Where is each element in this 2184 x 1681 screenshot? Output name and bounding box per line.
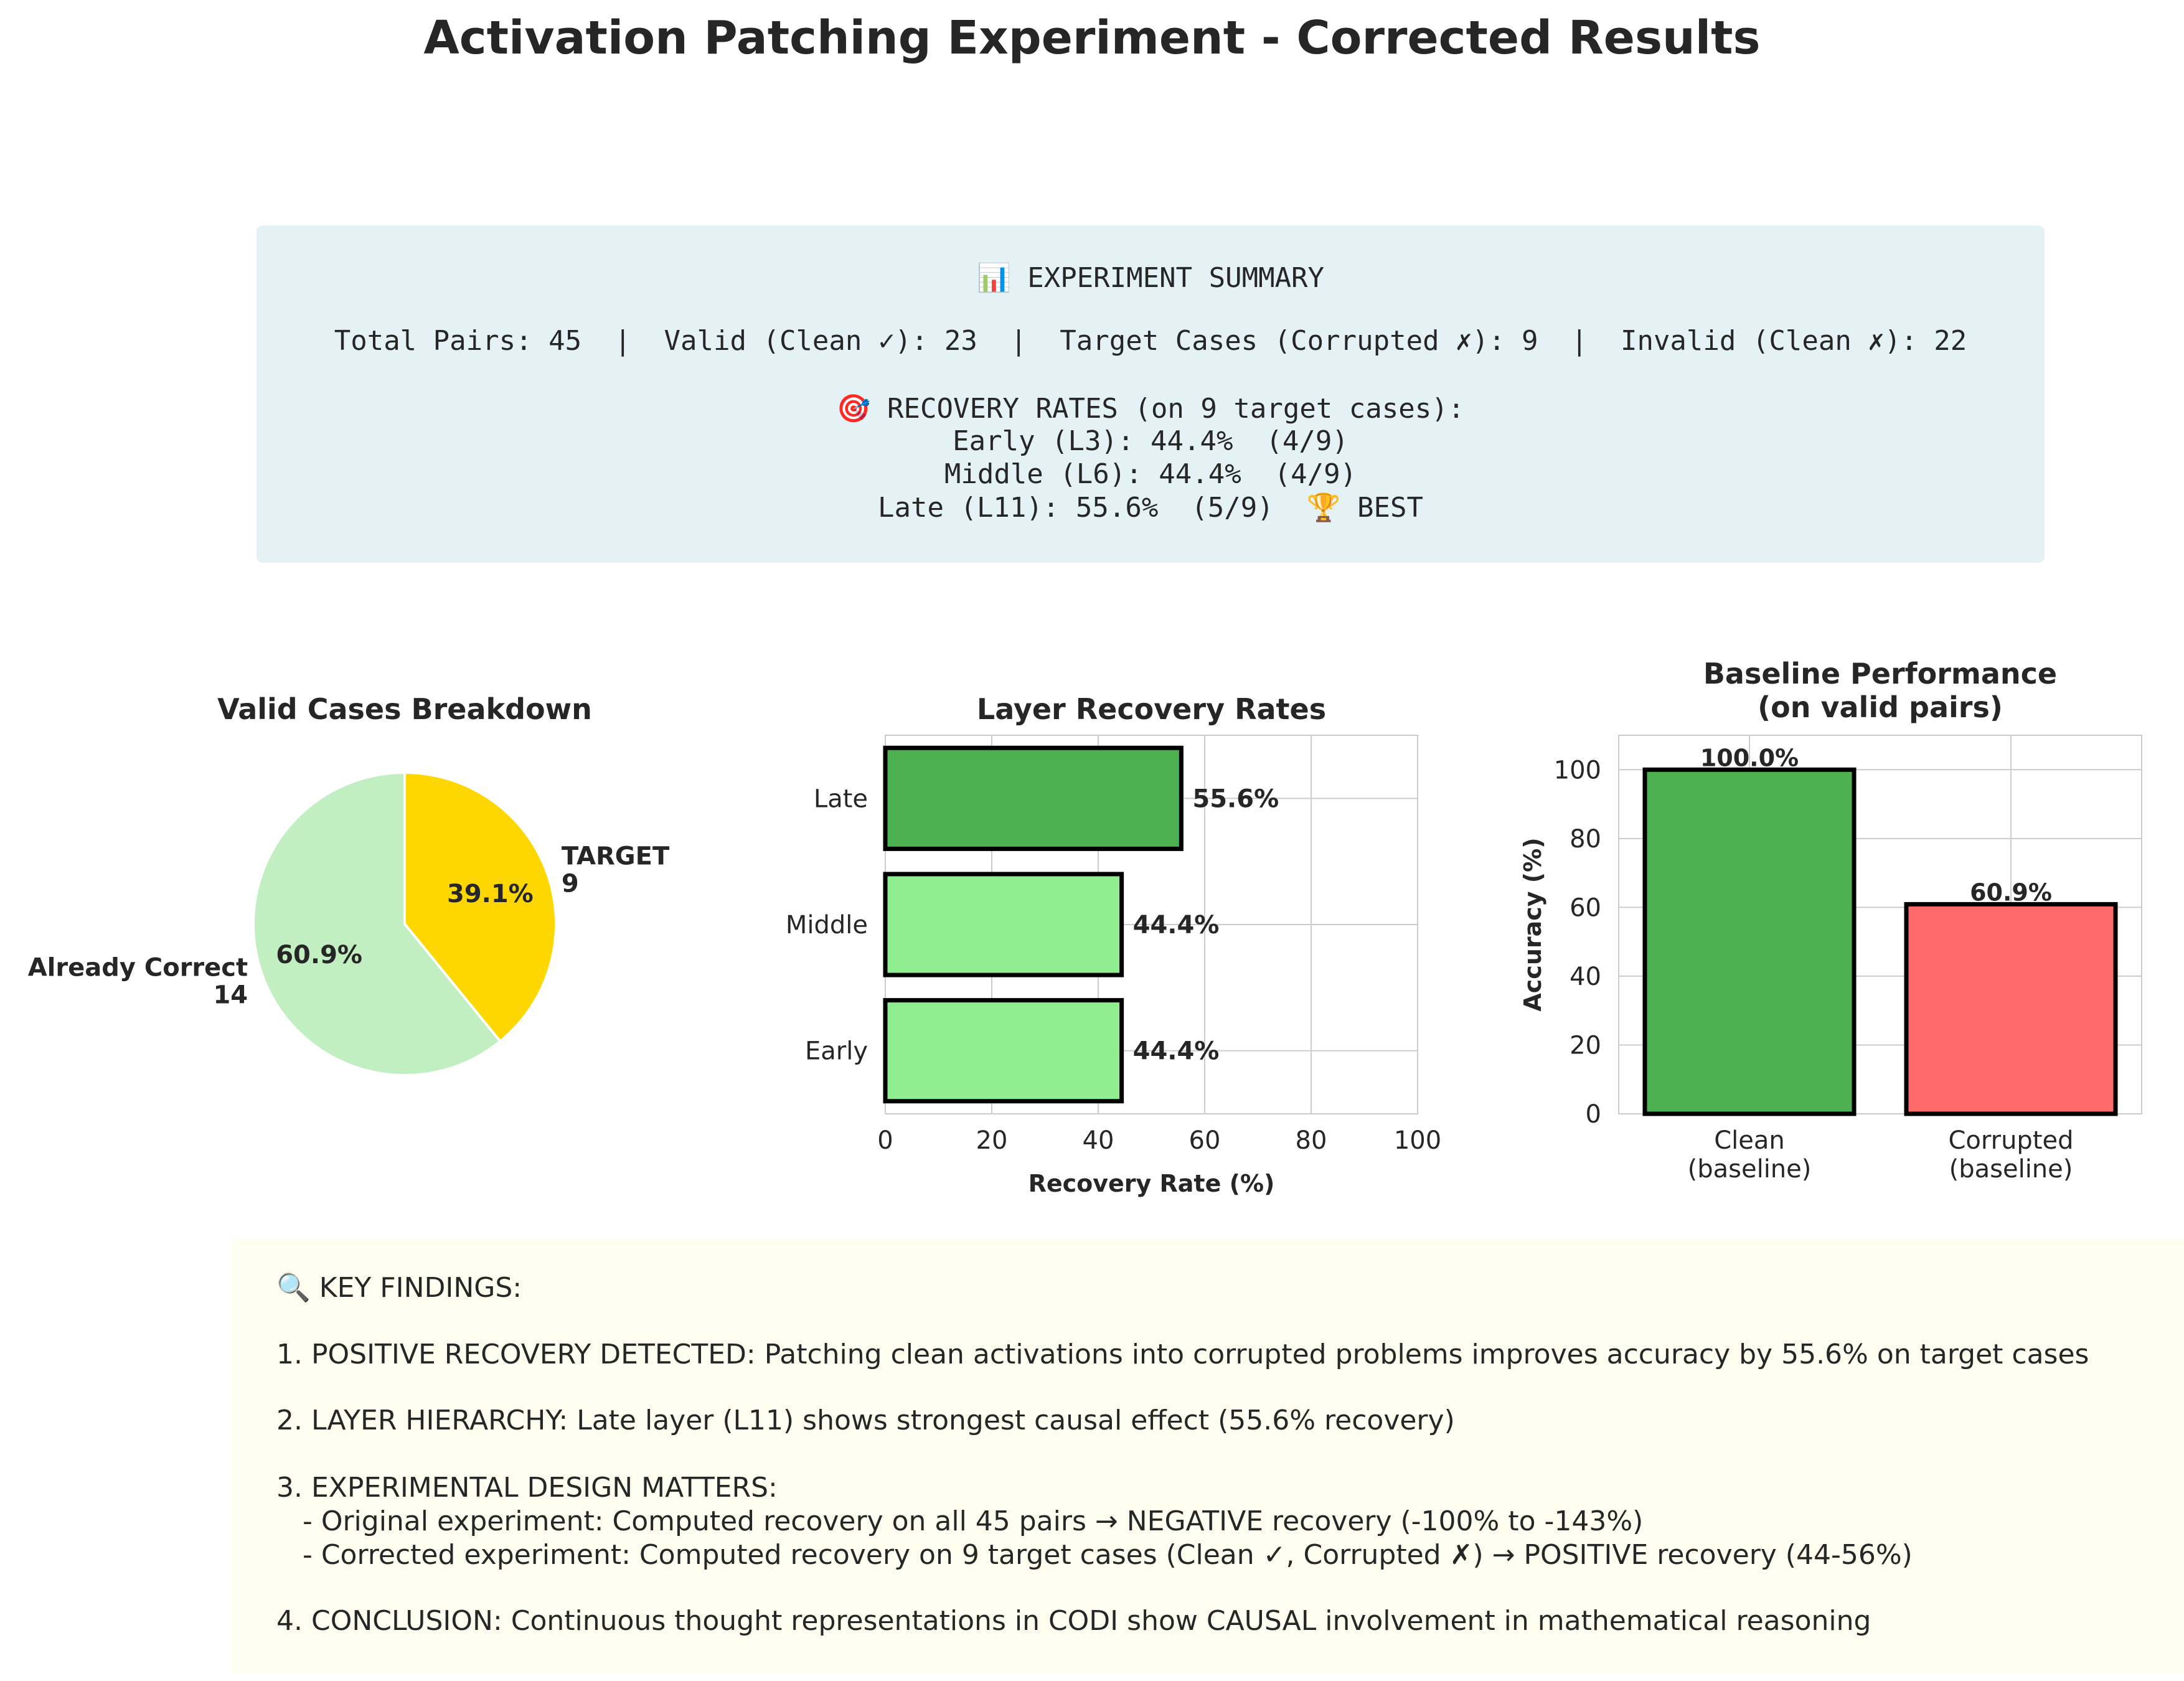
hbar-category-label: Late [814,784,868,813]
vbar-ytick-label: 40 [1570,963,1601,991]
pie-pct-label: 60.9% [276,941,362,969]
finding-item-4: 4. CONCLUSION: Continuous thought repres… [276,1605,1871,1637]
vbar-value-label: 60.9% [1970,878,2052,906]
recovery-late-line: Late (L11): 55.6% (5/9) 🏆 BEST [878,492,1423,524]
vbar-category-label: Clean (baseline) [1688,1126,1812,1184]
vbar-category-label: Corrupted (baseline) [1948,1126,2073,1184]
recovery-early-line: Early (L3): 44.4% (4/9) [953,425,1349,457]
vbar-title: Baseline Performance (on valid pairs) [1703,657,2057,724]
pie-slice [403,771,557,1043]
findings-heading: 🔍 KEY FINDINGS: [276,1272,522,1304]
hbar-xtick-label: 20 [976,1126,1008,1155]
pie-slice [252,771,502,1076]
hbar-xlabel: Recovery Rate (%) [1028,1170,1275,1197]
recovery-rates-heading: 🎯 RECOVERY RATES (on 9 target cases): [836,393,1465,425]
vbar-bar [1904,902,2118,1116]
charts-canvas: Valid Cases Breakdown 39.1% TARGET 9 60.9% Al… [28,657,2142,1197]
hbar-xtick-label: 40 [1083,1126,1114,1155]
hbar-category-label: Middle [786,911,868,939]
hbar-xtick-label: 80 [1296,1126,1327,1155]
hbar-xtick-label: 100 [1394,1126,1441,1155]
finding-item-1: 1. POSITIVE RECOVERY DETECTED: Patching … [276,1339,2089,1370]
hbar-value-label: 44.4% [1133,911,1220,939]
key-findings-box: 🔍 KEY FINDINGS: 1. POSITIVE RECOVERY DET… [232,1239,2184,1674]
experiment-summary-box: 📊 EXPERIMENT SUMMARY Total Pairs: 45 | V… [257,225,2045,563]
page-title: Activation Patching Experiment - Correct… [423,11,1761,65]
vbar-ytick-label: 80 [1570,825,1601,854]
vbar-ytick-label: 20 [1570,1031,1601,1060]
hbar-xtick-label: 60 [1189,1126,1221,1155]
finding-item-2: 2. LAYER HIERARCHY: Late layer (L11) sho… [276,1405,1455,1436]
pie-chart: Valid Cases Breakdown 39.1% TARGET 9 60.9% Al… [28,692,670,1076]
vbar-bar [1642,767,1857,1116]
hbar-category-label: Early [805,1037,868,1066]
hbar-bar [883,872,1124,977]
summary-heading: 📊 EXPERIMENT SUMMARY [976,262,1325,294]
summary-counts-line: Total Pairs: 45 | Valid (Clean ✓): 23 | … [334,325,1967,357]
finding-item-3: 3. EXPERIMENTAL DESIGN MATTERS: [276,1472,778,1504]
hbar-bar [883,745,1184,851]
hbar-bar [883,998,1124,1104]
pie-title: Valid Cases Breakdown [217,692,592,726]
pie-slice-label: Already Correct 14 [28,954,248,1010]
vbar-ytick-label: 0 [1586,1100,1601,1129]
finding-item-3b: - Corrected experiment: Computed recover… [276,1539,1913,1571]
pie-pct-label: 39.1% [447,880,534,908]
baseline-performance-chart: 0 20 40 60 80 100 100.0% Clean (baseline) 60.9% Co… [1519,657,2142,1184]
vbar-ylabel: Accuracy (%) [1519,837,1546,1011]
vbar-value-label: 100.0% [1700,744,1799,771]
pie-slice-label: TARGET 9 [562,842,670,898]
hbar-title: Layer Recovery Rates [977,692,1326,726]
hbar-value-label: 44.4% [1133,1037,1220,1066]
hbar-value-label: 55.6% [1192,784,1279,813]
recovery-middle-line: Middle (L6): 44.4% (4/9) [944,458,1357,490]
layer-recovery-chart: 0 20 40 60 80 100 Early 44.4% Middle 44.4% Late 55.… [786,692,1441,1197]
vbar-ytick-label: 100 [1554,756,1601,784]
hbar-xtick-label: 0 [877,1126,893,1155]
finding-item-3a: - Original experiment: Computed recovery… [276,1505,1644,1537]
vbar-ytick-label: 60 [1570,893,1601,922]
